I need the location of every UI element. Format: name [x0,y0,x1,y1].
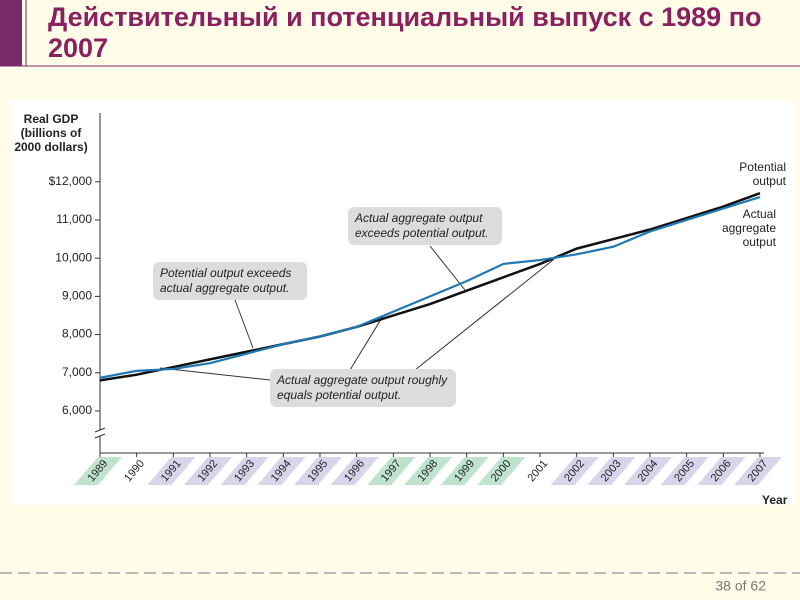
year-band [257,457,306,485]
y-axis-label: Real GDP (billions of 2000 dollars) [14,112,88,154]
pointer-line [414,259,554,371]
annotation: Actual aggregate output exceeds potentia… [348,207,502,245]
year-band [404,457,452,485]
year-band [220,457,269,485]
y-tick-label: 10,000 [55,250,92,264]
y-tick-label: $12,000 [49,174,93,188]
year-band [440,457,489,485]
year-band [147,457,196,485]
year-band [294,457,342,485]
y-tick-label: 11,000 [56,212,92,226]
y-tick-label: 9,000 [62,289,92,303]
pointer-line [159,367,271,381]
title-bar [0,0,22,66]
year-band [734,457,782,485]
x-axis-label: Year [762,493,788,507]
year-band [367,457,416,485]
year-band [330,457,379,485]
axis-break [94,427,106,433]
series-line [99,192,761,382]
slide-title: Действительный и потенциальный выпуск с … [48,2,762,63]
series-line [99,195,761,379]
pointer-line [234,299,254,349]
annotation: Actual aggregate output roughly equals p… [270,369,456,407]
year-band [74,457,122,485]
chart-panel [10,100,795,505]
y-tick-label: 7,000 [62,365,92,379]
pointer-line [349,315,384,371]
page-number: 38 of 62 [715,578,766,594]
pointer-line [429,245,466,291]
year-band [624,457,672,485]
year-band [587,457,636,485]
year-band [660,457,709,485]
legend-label: Actual aggregate output [721,207,776,249]
y-tick-label: 6,000 [62,403,92,417]
annotation: Potential output exceeds actual aggregat… [153,262,307,300]
year-band [697,457,746,485]
year-band [184,457,232,485]
year-band [550,457,599,485]
year-band [477,457,526,485]
axis-break [94,433,106,439]
axis-break [95,430,105,436]
legend-label: Potential output [739,160,786,188]
y-tick-label: 8,000 [62,327,92,341]
